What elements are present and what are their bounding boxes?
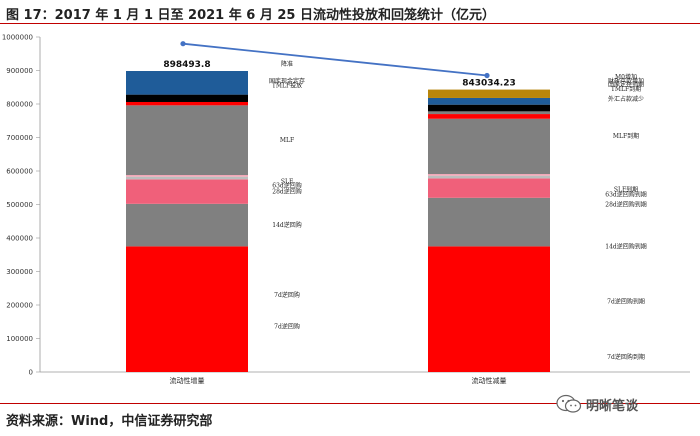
category-label: 流动性增量 [170,376,205,385]
y-tick-label: 500000 [6,201,33,209]
bar-segment [428,114,550,119]
bar-segment [126,176,248,180]
bar-segment [428,104,550,112]
bar-segment [428,175,550,179]
segment-label: 国库定存到期 [608,81,644,89]
y-tick-label: 400000 [6,235,33,243]
segment-label: 7d逆回购到期 [607,353,645,361]
segment-label: SLF [281,179,293,186]
trend-line-segment [182,42,488,77]
segment-label: 降准 [281,60,293,68]
bar-segment [428,197,550,247]
bar-segment [126,71,248,95]
segment-label: M0增加 [615,73,637,81]
bar-segment [428,97,550,105]
segment-label: MLF [280,137,294,144]
trend-line [180,41,490,79]
bar-segment [126,179,248,204]
bar-segment [428,118,550,175]
bar-segment [126,246,248,372]
y-tick-labels: 0 100000 200000 300000 400000 500000 600000 700… [2,34,40,377]
segment-label: 7d逆回购 [274,291,300,299]
y-tick-label: 0 [29,369,33,377]
bar-segment [126,101,248,106]
segment-label: 国库现金定存 [269,77,305,85]
y-tick-label: 700000 [6,134,33,142]
bar-segment [428,178,550,198]
segment-label: 14d逆回购到期 [605,242,646,250]
segment-label: 7d逆回购 [274,322,300,330]
trend-point [180,41,186,47]
bar-segment [126,203,248,247]
stacked-bar-chart: 0 100000 200000 300000 400000 500000 600000 700… [2,34,690,385]
segment-label: TMLF投放 [272,82,302,90]
segment-label: 63d逆回购 [272,181,301,189]
segment-label: SLF到期 [614,185,638,193]
title-rule [0,23,700,24]
y-tick-label: 900000 [6,67,33,75]
bar-stacks [126,71,550,372]
segment-label: 28d逆回购到期 [605,201,646,209]
y-tick-label: 100000 [6,335,33,343]
figure-title: 图 17：2017 年 1 月 1 日至 2021 年 6 月 25 日流动性投… [6,8,495,23]
segment-label: 63d逆回购到期 [605,190,646,198]
total-value-label: 898493.8 [163,60,210,70]
bar-segment [126,94,248,102]
total-labels: 898493.8 843034.23 [163,60,515,89]
segment-label: MLF到期 [613,132,639,140]
y-tick-label: 1000000 [2,34,33,42]
source-rule [0,403,700,404]
segment-label: TMLF到期 [611,85,641,93]
bar-segment [428,246,550,372]
category-label: 流动性减量 [472,376,507,385]
bar-segment [428,111,550,115]
y-tick-label: 600000 [6,168,33,176]
bar-segment [428,174,550,176]
watermark: 明晰笔谈 [556,393,696,415]
segment-label: 外汇占款减少 [608,95,644,103]
watermark-text: 明晰笔谈 [586,399,639,414]
y-tick-label: 300000 [6,268,33,276]
category-labels: 流动性增量 流动性减量 [170,376,507,385]
bar-segment [428,89,550,98]
bar-segment [126,105,248,176]
trend-point [484,72,490,79]
segment-label: 财政存款增加 [608,77,644,85]
bar-segment [126,175,248,177]
source-note: 资料来源：Wind，中信证券研究部 [6,414,213,429]
wechat-icon [556,394,582,413]
y-tick-label: 200000 [6,302,33,310]
segment-label: 7d逆回购到期 [607,298,645,306]
total-value-label: 843034.23 [462,79,516,89]
segment-label: 28d逆回购 [272,188,301,196]
segment-label: 14d逆回购 [272,221,301,229]
y-tick-label: 800000 [6,101,33,109]
